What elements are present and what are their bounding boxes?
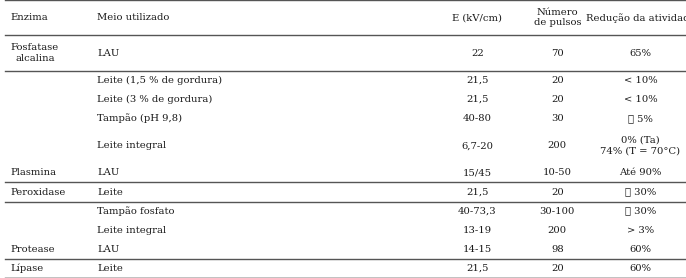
Text: LAU: LAU bbox=[97, 168, 119, 177]
Text: 200: 200 bbox=[547, 226, 567, 235]
Text: Leite (1,5 % de gordura): Leite (1,5 % de gordura) bbox=[97, 76, 222, 85]
Text: Meio utilizado: Meio utilizado bbox=[97, 13, 169, 22]
Text: ≅ 5%: ≅ 5% bbox=[628, 114, 653, 123]
Text: 30: 30 bbox=[551, 114, 564, 123]
Text: 65%: 65% bbox=[630, 49, 652, 58]
Text: Leite: Leite bbox=[97, 264, 123, 273]
Text: Tampão fosfato: Tampão fosfato bbox=[97, 206, 175, 216]
Text: 20: 20 bbox=[551, 264, 564, 273]
Text: 10-50: 10-50 bbox=[543, 168, 572, 177]
Text: Redução da atividade: Redução da atividade bbox=[586, 13, 686, 23]
Text: Número
de pulsos: Número de pulsos bbox=[534, 8, 581, 27]
Text: 21,5: 21,5 bbox=[466, 76, 488, 85]
Text: Leite integral: Leite integral bbox=[97, 226, 166, 235]
Text: 14-15: 14-15 bbox=[463, 245, 492, 254]
Text: E (kV/cm): E (kV/cm) bbox=[453, 13, 502, 22]
Text: 0% (Ta)
74% (T = 70°C): 0% (Ta) 74% (T = 70°C) bbox=[600, 136, 681, 155]
Text: 40-73,3: 40-73,3 bbox=[458, 207, 497, 216]
Text: > 3%: > 3% bbox=[627, 226, 654, 235]
Text: Leite: Leite bbox=[97, 188, 123, 197]
Text: LAU: LAU bbox=[97, 245, 119, 254]
Text: 6,7-20: 6,7-20 bbox=[462, 141, 493, 150]
Text: 40-80: 40-80 bbox=[463, 114, 492, 123]
Text: 21,5: 21,5 bbox=[466, 95, 488, 104]
Text: 15/45: 15/45 bbox=[463, 168, 492, 177]
Text: Enzima: Enzima bbox=[11, 13, 49, 22]
Text: Plasmina: Plasmina bbox=[11, 168, 57, 177]
Text: Protease: Protease bbox=[11, 245, 56, 254]
Text: 60%: 60% bbox=[630, 245, 652, 254]
Text: 21,5: 21,5 bbox=[466, 264, 488, 273]
Text: 70: 70 bbox=[551, 49, 564, 58]
Text: LAU: LAU bbox=[97, 49, 119, 58]
Text: 60%: 60% bbox=[630, 264, 652, 273]
Text: 21,5: 21,5 bbox=[466, 188, 488, 197]
Text: ≅ 30%: ≅ 30% bbox=[625, 188, 656, 197]
Text: Tampão (pH 9,8): Tampão (pH 9,8) bbox=[97, 113, 182, 123]
Text: 200: 200 bbox=[547, 141, 567, 150]
Text: 20: 20 bbox=[551, 76, 564, 85]
Text: Fosfatase
alcalina: Fosfatase alcalina bbox=[11, 43, 59, 63]
Text: Até 90%: Até 90% bbox=[619, 168, 662, 177]
Text: ≅ 30%: ≅ 30% bbox=[625, 207, 656, 216]
Text: < 10%: < 10% bbox=[624, 76, 657, 85]
Text: Lípase: Lípase bbox=[11, 264, 44, 273]
Text: 20: 20 bbox=[551, 95, 564, 104]
Text: 20: 20 bbox=[551, 188, 564, 197]
Text: 30-100: 30-100 bbox=[540, 207, 575, 216]
Text: 13-19: 13-19 bbox=[463, 226, 492, 235]
Text: 22: 22 bbox=[471, 49, 484, 58]
Text: Peroxidase: Peroxidase bbox=[11, 188, 67, 197]
Text: < 10%: < 10% bbox=[624, 95, 657, 104]
Text: Leite integral: Leite integral bbox=[97, 141, 166, 150]
Text: Leite (3 % de gordura): Leite (3 % de gordura) bbox=[97, 95, 213, 104]
Text: 98: 98 bbox=[551, 245, 564, 254]
